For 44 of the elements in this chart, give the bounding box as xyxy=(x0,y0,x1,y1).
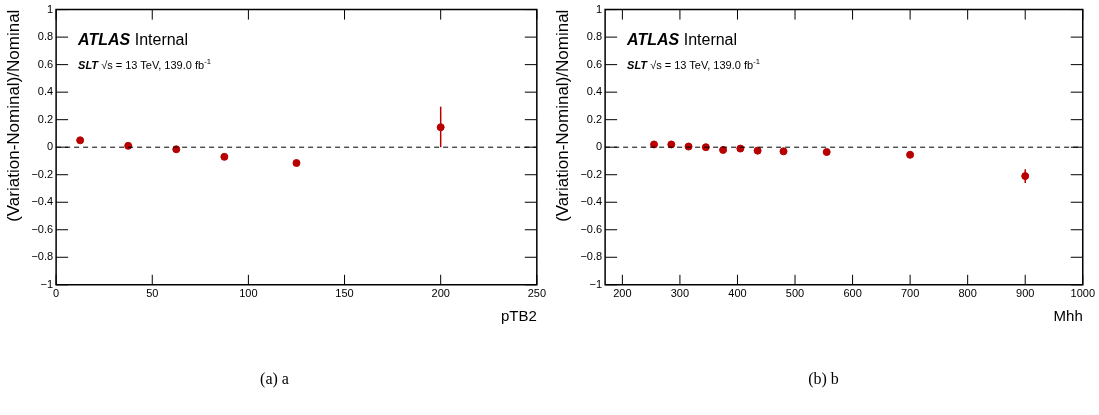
y-tick-label: 0.2 xyxy=(37,112,54,125)
y-tick-label: −0.8 xyxy=(580,250,603,263)
x-tick-label: 150 xyxy=(335,287,354,300)
x-tick-label: 100 xyxy=(239,287,258,300)
y-axis-title: (Variation-Nominal)/Nominal xyxy=(3,9,23,222)
y-tick-label: −1 xyxy=(589,277,603,290)
x-tick-label: 200 xyxy=(613,287,632,300)
y-tick-label: 0.2 xyxy=(586,112,603,125)
x-tick-label: 800 xyxy=(958,287,977,300)
y-tick-label: 0.8 xyxy=(586,30,603,43)
y-tick-label: 0.4 xyxy=(586,85,603,98)
text: (a) a xyxy=(259,370,290,388)
x-tick-label: 700 xyxy=(900,287,920,300)
y-tick-label: −0.2 xyxy=(580,167,603,180)
y-tick-label: 1 xyxy=(595,2,603,15)
y-tick-label: 0.6 xyxy=(37,57,54,70)
x-tick-label: 400 xyxy=(728,287,747,300)
x-axis-title: pTB2 xyxy=(500,307,537,325)
x-tick-label: 900 xyxy=(1016,287,1035,300)
x-axis-title: Mhh xyxy=(1053,307,1083,325)
y-tick-label: 0 xyxy=(595,140,603,153)
x-tick-label: 600 xyxy=(843,287,862,300)
text: (b) b xyxy=(807,370,840,388)
x-tick-label: 500 xyxy=(785,287,805,300)
y-tick-label: −0.8 xyxy=(31,250,54,263)
y-tick-label: −0.4 xyxy=(31,195,54,208)
y-axis-title: (Variation-Nominal)/Nominal xyxy=(552,9,572,222)
y-tick-label: −0.6 xyxy=(31,222,54,235)
annotation: ATLAS Internal xyxy=(626,30,738,48)
x-tick-label: 1000 xyxy=(1070,287,1096,300)
x-tick-label: 250 xyxy=(527,287,546,300)
x-tick-label: 300 xyxy=(670,287,690,300)
y-tick-label: 0.4 xyxy=(37,85,54,98)
annotation: ATLAS Internal xyxy=(77,30,189,48)
y-tick-label: −1 xyxy=(40,277,54,290)
x-tick-label: 200 xyxy=(431,287,450,300)
y-tick-label: 1 xyxy=(46,2,54,15)
x-tick-label: 50 xyxy=(146,287,159,300)
y-tick-label: 0.8 xyxy=(37,30,54,43)
y-tick-label: 0.6 xyxy=(586,57,603,70)
y-tick-label: 0 xyxy=(46,140,54,153)
y-tick-label: −0.6 xyxy=(580,222,603,235)
y-tick-label: −0.4 xyxy=(580,195,603,208)
y-tick-label: −0.2 xyxy=(31,167,54,180)
